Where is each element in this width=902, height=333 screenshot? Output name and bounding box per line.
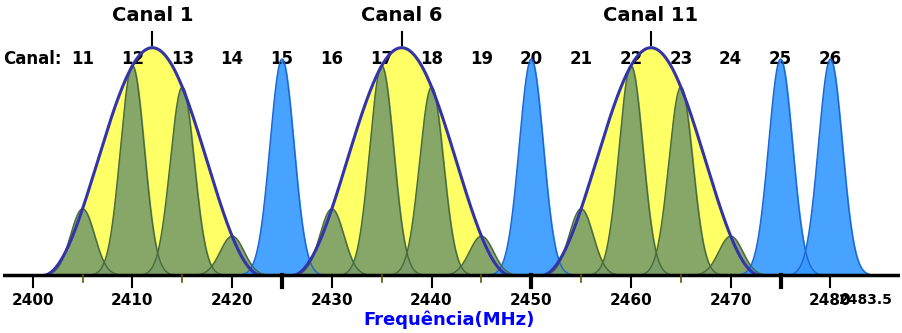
Text: 23: 23: [668, 50, 692, 68]
Text: Frequência(MHz): Frequência(MHz): [363, 311, 534, 329]
Text: Canal 1: Canal 1: [112, 6, 193, 25]
Text: 24: 24: [718, 50, 741, 68]
Text: Canal:: Canal:: [3, 50, 61, 68]
Text: 2450: 2450: [510, 292, 552, 307]
Text: 11: 11: [71, 50, 94, 68]
Text: 2440: 2440: [410, 292, 453, 307]
Text: 2400: 2400: [12, 292, 54, 307]
Text: 19: 19: [469, 50, 492, 68]
Text: 12: 12: [121, 50, 143, 68]
Text: 26: 26: [818, 50, 841, 68]
Text: 2460: 2460: [609, 292, 651, 307]
Text: 2410: 2410: [111, 292, 153, 307]
Text: 25: 25: [769, 50, 791, 68]
Text: 22: 22: [619, 50, 642, 68]
Text: 17: 17: [370, 50, 393, 68]
Text: 2483.5: 2483.5: [837, 292, 891, 306]
Text: 2420: 2420: [210, 292, 253, 307]
Text: 21: 21: [569, 50, 592, 68]
Text: 2480: 2480: [808, 292, 851, 307]
Text: 13: 13: [170, 50, 194, 68]
Text: 14: 14: [220, 50, 244, 68]
Text: 18: 18: [419, 50, 443, 68]
Text: 15: 15: [271, 50, 293, 68]
Text: Canal 6: Canal 6: [361, 6, 442, 25]
Text: 2430: 2430: [310, 292, 353, 307]
Text: 16: 16: [320, 50, 343, 68]
Text: Canal 11: Canal 11: [603, 6, 698, 25]
Text: 20: 20: [520, 50, 542, 68]
Text: 2470: 2470: [709, 292, 751, 307]
